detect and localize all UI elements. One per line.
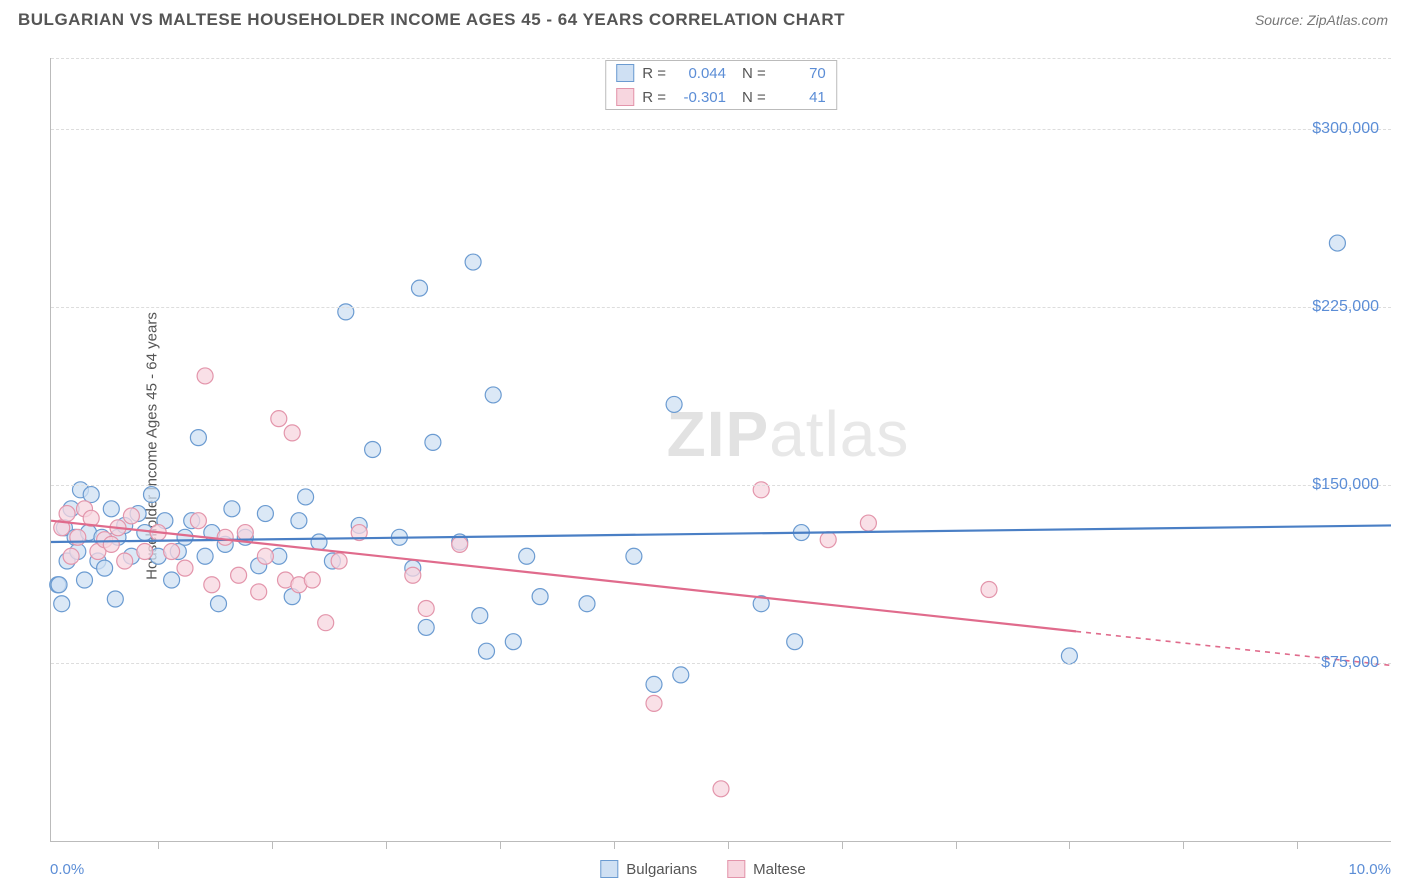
correlation-legend-row: R = 0.044 N = 70 [606,61,836,85]
data-point [452,536,468,552]
data-point [197,548,213,564]
data-point [51,577,67,593]
data-point [103,536,119,552]
data-point [70,529,86,545]
plot-area: ZIPatlas R = 0.044 N = 70 R = -0.301 N =… [50,58,1391,842]
data-point [224,501,240,517]
data-point [1329,235,1345,251]
data-point [479,643,495,659]
legend-item-bulgarians: Bulgarians [600,860,697,878]
r-value-0: 0.044 [674,65,726,82]
data-point [197,368,213,384]
data-point [123,508,139,524]
data-point [418,600,434,616]
data-point [237,525,253,541]
data-point [311,534,327,550]
data-point [63,548,79,564]
data-point [532,589,548,605]
data-point [177,529,193,545]
correlation-legend: R = 0.044 N = 70 R = -0.301 N = 41 [605,60,837,110]
data-point [107,591,123,607]
swatch-series-0 [616,64,634,82]
data-point [365,442,381,458]
data-point [257,506,273,522]
trend-line [51,521,1076,632]
legend-label: Bulgarians [626,861,697,878]
swatch-maltese [727,860,745,878]
legend-label: Maltese [753,861,806,878]
data-point [257,548,273,564]
data-point [231,567,247,583]
chart-svg [51,58,1391,841]
data-point [298,489,314,505]
data-point [412,280,428,296]
data-point [54,596,70,612]
swatch-series-1 [616,88,634,106]
data-point [144,487,160,503]
data-point [666,396,682,412]
data-point [579,596,595,612]
data-point [860,515,876,531]
data-point [77,572,93,588]
data-point [465,254,481,270]
data-point [485,387,501,403]
data-point [211,596,227,612]
x-min-label: 0.0% [50,861,84,878]
data-point [425,434,441,450]
y-tick-label: $300,000 [1312,120,1379,138]
source-attribution: Source: ZipAtlas.com [1255,12,1388,28]
x-max-label: 10.0% [1348,861,1391,878]
data-point [190,513,206,529]
data-point [472,608,488,624]
correlation-legend-row: R = -0.301 N = 41 [606,85,836,109]
legend-item-maltese: Maltese [727,860,806,878]
data-point [177,560,193,576]
data-point [981,581,997,597]
series-legend: Bulgarians Maltese [600,860,805,878]
n-value-1: 41 [774,89,826,106]
y-tick-label: $75,000 [1321,654,1379,672]
data-point [626,548,642,564]
data-point [83,487,99,503]
data-point [646,695,662,711]
y-tick-label: $225,000 [1312,298,1379,316]
data-point [164,544,180,560]
swatch-bulgarians [600,860,618,878]
n-value-0: 70 [774,65,826,82]
data-point [291,513,307,529]
chart-title: BULGARIAN VS MALTESE HOUSEHOLDER INCOME … [18,10,845,30]
data-point [284,425,300,441]
header: BULGARIAN VS MALTESE HOUSEHOLDER INCOME … [18,10,1388,30]
data-point [646,676,662,692]
data-point [1061,648,1077,664]
data-point [673,667,689,683]
data-point [190,430,206,446]
data-point [318,615,334,631]
data-point [787,634,803,650]
data-point [271,411,287,427]
data-point [820,532,836,548]
data-point [713,781,729,797]
data-point [405,567,421,583]
data-point [164,572,180,588]
data-point [331,553,347,569]
data-point [137,544,153,560]
data-point [59,506,75,522]
data-point [103,501,119,517]
data-point [97,560,113,576]
data-point [519,548,535,564]
data-point [217,529,233,545]
data-point [117,553,133,569]
data-point [505,634,521,650]
r-value-1: -0.301 [674,89,726,106]
data-point [251,584,267,600]
data-point [304,572,320,588]
y-tick-label: $150,000 [1312,476,1379,494]
data-point [204,577,220,593]
data-point [418,619,434,635]
